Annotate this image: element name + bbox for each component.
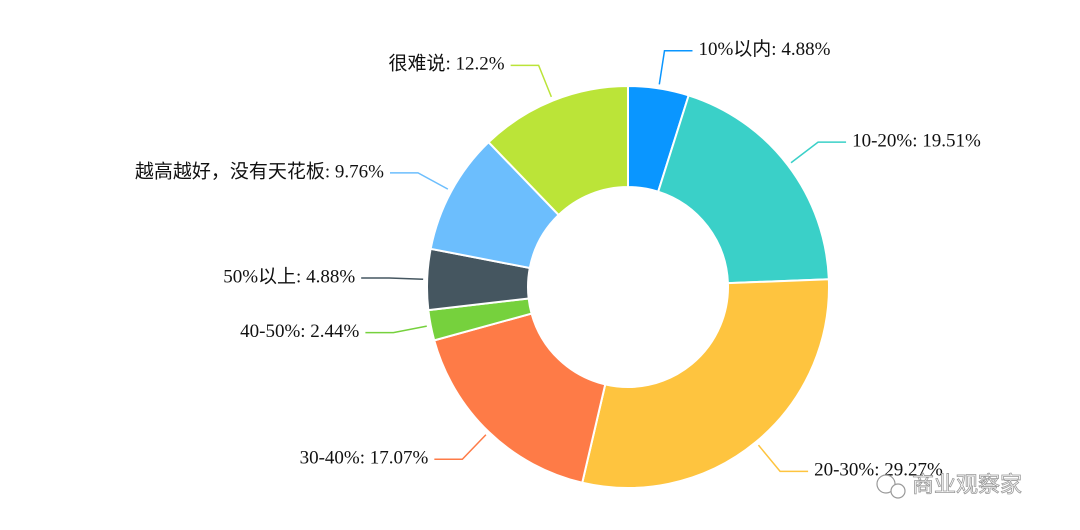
slice bbox=[432, 312, 607, 484]
leader-line bbox=[510, 64, 553, 98]
watermark-icon bbox=[876, 474, 896, 494]
leader-line bbox=[365, 325, 427, 334]
slice-label: 10-20%: 19.51% bbox=[852, 130, 981, 151]
slice bbox=[656, 94, 830, 285]
slice bbox=[487, 84, 629, 217]
watermark: 商业观察家 bbox=[876, 473, 1022, 499]
watermark-icon bbox=[890, 483, 906, 499]
labels: 10%以内: 4.88% 10-20%: 19.51% 20-30%: 29.27%… bbox=[135, 38, 981, 481]
slice-label: 40-50%: 2.44% bbox=[240, 321, 359, 342]
slice-label: 50%以上: 4.88% bbox=[223, 265, 355, 287]
slice-label: 10%以内: 4.88% bbox=[698, 38, 830, 60]
slice-label: 30-40%: 17.07% bbox=[300, 448, 429, 469]
leader-line bbox=[790, 141, 847, 164]
leader-line bbox=[658, 50, 693, 85]
leader-line bbox=[361, 277, 424, 280]
leader-line bbox=[389, 172, 449, 190]
slice-label: 20-30%: 29.27% bbox=[814, 460, 943, 481]
slice-label: 很难说: 12.2% bbox=[389, 53, 505, 75]
slice-label: 越高越好，没有天花板: 9.76% bbox=[135, 160, 384, 182]
watermark-text: 商业观察家 bbox=[912, 473, 1022, 498]
leader-line bbox=[757, 444, 809, 473]
leader-line bbox=[434, 434, 487, 461]
slice bbox=[581, 278, 830, 489]
slices bbox=[426, 84, 830, 489]
